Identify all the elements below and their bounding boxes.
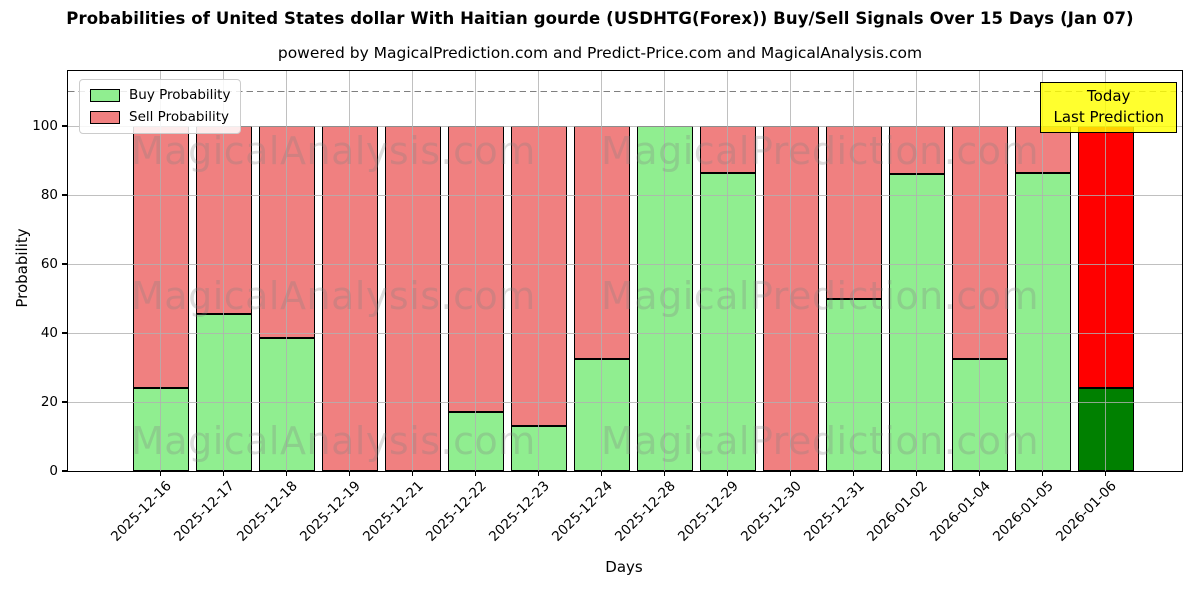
gridline-vertical: [538, 71, 539, 471]
gridline-vertical: [349, 71, 350, 471]
y-axis-tick: [62, 470, 67, 472]
y-tick-label: 20: [40, 394, 58, 411]
watermark-text: MagicalPrediction.com: [601, 129, 1039, 173]
x-tick-label: 2025-12-23: [486, 478, 553, 545]
watermark-text: MagicalPrediction.com: [601, 419, 1039, 463]
x-tick-label: 2025-12-22: [423, 478, 490, 545]
gridline-vertical: [853, 71, 854, 471]
gridline-vertical: [1105, 71, 1106, 471]
x-tick-label: 2025-12-19: [297, 478, 364, 545]
x-tick-label: 2025-12-29: [675, 478, 742, 545]
x-tick-label: 2025-12-18: [234, 478, 301, 545]
x-axis-tick: [1104, 471, 1107, 476]
gridline-horizontal: [68, 401, 1182, 403]
legend-item-buy: Buy Probability: [90, 87, 230, 103]
x-tick-label: 2025-12-31: [801, 478, 868, 545]
x-axis-tick: [1041, 471, 1044, 476]
chart-title: Probabilities of United States dollar Wi…: [66, 9, 1134, 28]
gridline-vertical: [475, 71, 476, 471]
today-annotation: Today Last Prediction: [1040, 82, 1177, 133]
threshold-dashed-line: [68, 90, 1182, 93]
watermark-text: MagicalAnalysis.com: [131, 129, 536, 173]
y-axis-tick: [62, 125, 67, 127]
y-axis-label: Probability: [13, 228, 31, 308]
gridline-vertical: [601, 71, 602, 471]
chart-subtitle: powered by MagicalPrediction.com and Pre…: [277, 44, 923, 62]
x-tick-label: 2025-12-21: [360, 478, 427, 545]
x-axis-tick: [726, 471, 729, 476]
plot-area: Buy Probability Sell Probability 0 20 40 60…: [32, 70, 1183, 545]
today-annotation-line-2: Last Prediction: [1053, 108, 1164, 126]
watermark-text: MagicalAnalysis.com: [131, 419, 536, 463]
x-tick-label: 2026-01-05: [990, 478, 1057, 545]
x-tick-label: 2026-01-04: [927, 478, 994, 545]
x-axis-tick: [159, 471, 162, 476]
x-axis-tick: [222, 471, 225, 476]
y-tick-label: 80: [40, 187, 58, 204]
x-tick-label: 2026-01-02: [864, 478, 931, 545]
legend-label-sell: Sell Probability: [129, 109, 230, 125]
legend-swatch-sell-icon: [90, 110, 120, 124]
x-axis-tick: [600, 471, 603, 476]
x-axis-tick: [348, 471, 351, 476]
gridline-vertical: [160, 71, 161, 471]
x-axis-tick: [474, 471, 477, 476]
gridline-vertical: [412, 71, 413, 471]
watermark-text: MagicalAnalysis.com: [131, 274, 536, 318]
x-axis-tick: [915, 471, 918, 476]
y-axis-tick: [62, 263, 67, 265]
y-tick-label: 100: [32, 118, 58, 135]
legend-swatch-buy-icon: [90, 88, 120, 102]
y-tick-label: 40: [40, 325, 58, 342]
x-tick-label: 2025-12-28: [612, 478, 679, 545]
gridline-horizontal: [68, 194, 1182, 196]
legend: Buy Probability Sell Probability: [79, 79, 242, 134]
x-tick-label: 2025-12-16: [108, 478, 175, 545]
x-tick-label: 2025-12-24: [549, 478, 616, 545]
legend-label-buy: Buy Probability: [129, 87, 231, 103]
watermark-text: MagicalPrediction.com: [601, 274, 1039, 318]
y-tick-label: 60: [40, 256, 58, 273]
legend-item-sell: Sell Probability: [90, 109, 230, 125]
x-axis-tick: [978, 471, 981, 476]
gridline-vertical: [727, 71, 728, 471]
y-axis-tick: [62, 194, 67, 196]
gridline-vertical: [664, 71, 665, 471]
gridline-vertical: [916, 71, 917, 471]
x-axis-tick: [411, 471, 414, 476]
gridline-vertical: [790, 71, 791, 471]
x-tick-label: 2025-12-30: [738, 478, 805, 545]
gridline-horizontal: [68, 332, 1182, 334]
gridline-vertical: [223, 71, 224, 471]
x-axis-tick: [852, 471, 855, 476]
x-axis-tick: [663, 471, 666, 476]
x-axis-tick: [285, 471, 288, 476]
x-axis-tick: [789, 471, 792, 476]
x-axis-label: Days: [605, 558, 643, 576]
gridline-horizontal: [68, 263, 1182, 265]
gridline-vertical: [979, 71, 980, 471]
x-tick-label: 2026-01-06: [1053, 478, 1120, 545]
gridline-vertical: [286, 71, 287, 471]
gridline-horizontal: [68, 125, 1182, 127]
y-tick-label: 0: [49, 463, 58, 479]
gridline-vertical: [1042, 71, 1043, 471]
x-tick-label: 2025-12-17: [171, 478, 238, 545]
x-axis-tick: [537, 471, 540, 476]
y-axis-tick: [62, 332, 67, 334]
y-axis-tick: [62, 401, 67, 403]
today-annotation-line-1: Today: [1087, 87, 1131, 105]
